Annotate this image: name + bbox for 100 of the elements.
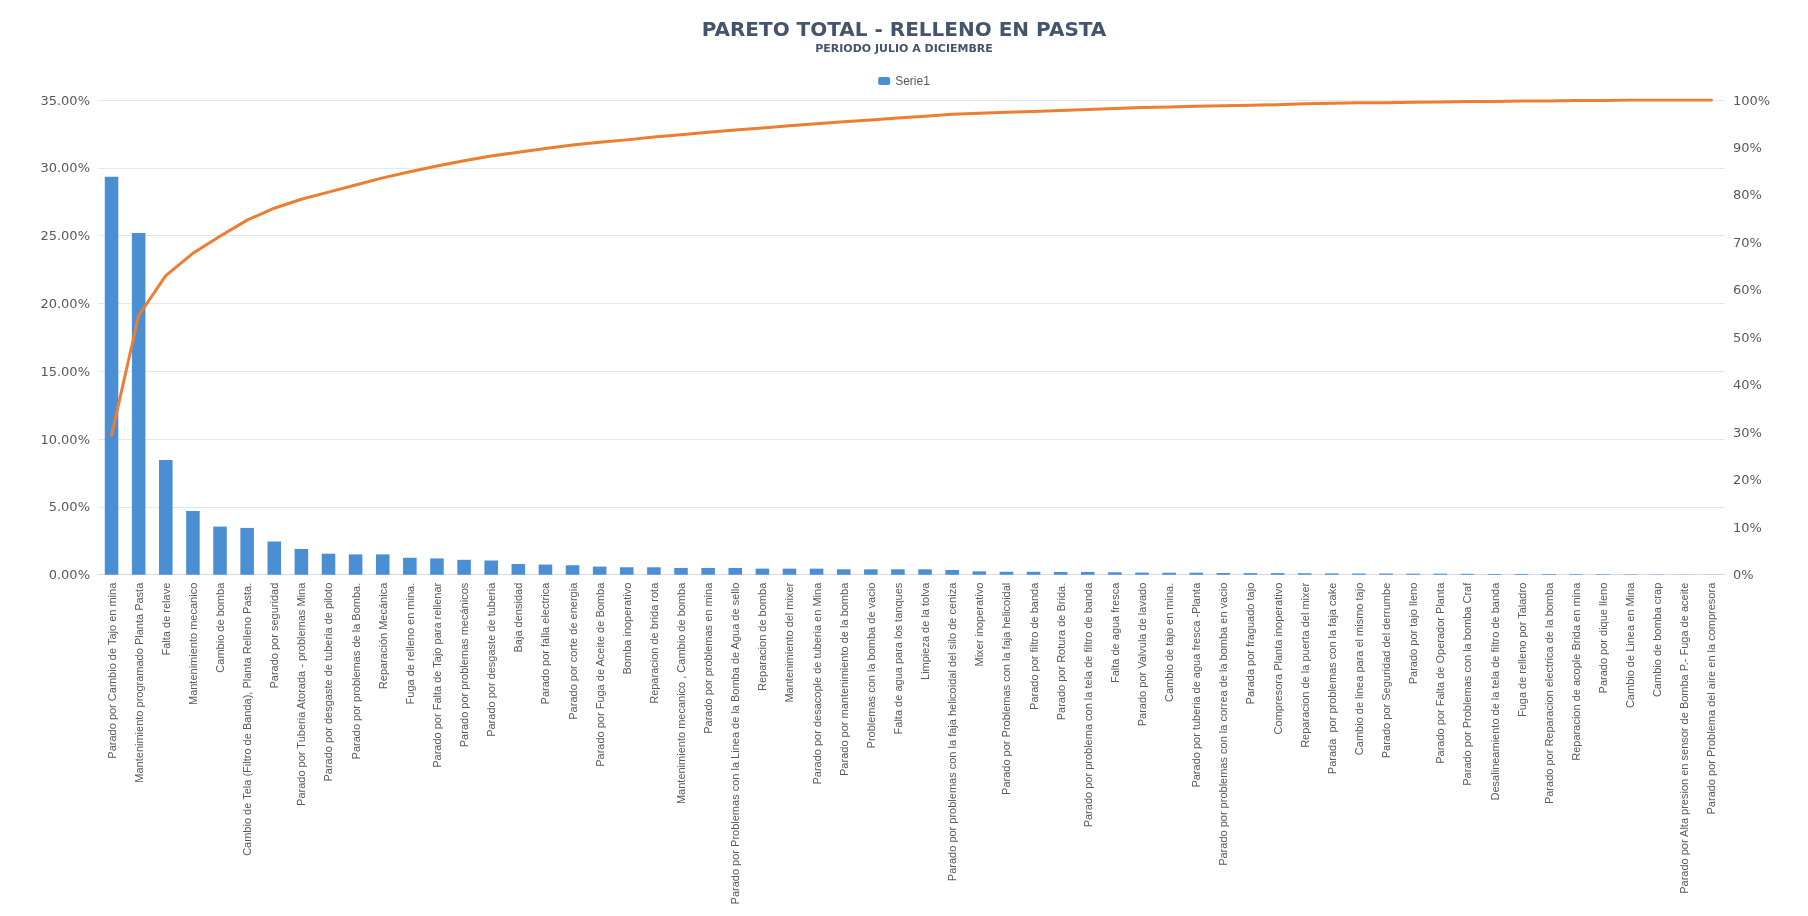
- x-tick-label: Parado por corte de energia: [566, 581, 579, 720]
- x-tick-label: Parado por tajo lleno: [1407, 582, 1420, 685]
- x-tick-label: Parado por Falta de Operador Planta: [1434, 581, 1447, 764]
- x-tick-label: Mixer inoperativo: [973, 582, 986, 667]
- bar: [375, 554, 390, 575]
- x-tick-label: Cambio de bomba crap: [1651, 582, 1664, 698]
- bar: [1189, 572, 1203, 575]
- y-tick-label: 30.00%: [40, 160, 90, 176]
- x-tick-label: Parado por desgaste de tuberia de piloto: [322, 582, 335, 782]
- bar: [240, 527, 254, 575]
- legend-label: Serie1: [895, 74, 931, 88]
- x-tick-label: Mantenimiento del mixer: [783, 582, 796, 703]
- x-tick-label: Desalineamiento de la tela de filtro de banda: [1488, 581, 1501, 801]
- bar: [457, 559, 471, 575]
- x-tick-label: Parado por desacople de tuberia en Mina: [810, 581, 823, 785]
- x-tick-label: Reparacion de brida rota: [647, 581, 660, 704]
- bar: [864, 569, 878, 575]
- x-tick-label: Parado por Cambio de Tajo en mina: [105, 581, 118, 759]
- x-tick-label: Falta de agua para los tanques: [891, 582, 904, 735]
- y-tick-label: 0.00%: [48, 567, 90, 583]
- y-tick-label: 10.00%: [40, 431, 90, 447]
- bar: [430, 558, 444, 575]
- x-tick-label: Parado por Falta de Tajo para rellenar: [430, 582, 443, 768]
- bar: [701, 567, 715, 575]
- bar: [1108, 572, 1122, 575]
- y-tick-label: 35.00%: [40, 92, 90, 108]
- x-tick-label: Parado por falla electrica: [539, 581, 552, 705]
- bar: [294, 548, 309, 575]
- bar: [592, 566, 607, 575]
- x-tick-label: Reparacion de bomba: [756, 581, 769, 691]
- x-tick-label: Parado por problemas de la Bomba.: [349, 582, 362, 760]
- bar: [999, 571, 1014, 575]
- x-tick-label: Compresora Planta inoperativo: [1271, 582, 1284, 735]
- y2-tick-label: 20%: [1733, 472, 1762, 488]
- bar: [1080, 572, 1095, 575]
- bar: [131, 232, 146, 575]
- y2-tick-label: 10%: [1733, 519, 1762, 535]
- x-tick-label: Parado por Fuga de Aceite de Bomba: [593, 581, 606, 767]
- x-tick-label: Parado por Seguridad del derrumbe: [1380, 582, 1393, 759]
- bar: [972, 571, 987, 575]
- bar: [728, 567, 743, 575]
- bar: [186, 510, 200, 575]
- x-tick-label: Parado por problemas con la correa de la bomba en vacio: [1217, 582, 1230, 866]
- y-tick-label: 25.00%: [40, 228, 90, 244]
- x-tick-label: Parada por problemas con la faja cake: [1325, 582, 1338, 775]
- bar: [1135, 572, 1149, 575]
- x-tick-label: Parado por Rotura de Brida.: [1054, 582, 1067, 721]
- x-tick-label: Parado por Alta presion en sensor de Bomba P.- Fuga de aceite: [1678, 582, 1691, 894]
- x-tick-label: Problemas con la bomba de vacio: [864, 582, 877, 749]
- x-tick-label: Parado por Problema del aire en la compresora: [1705, 581, 1718, 815]
- x-tick-label: Mantenimiento mecanico: [186, 582, 199, 706]
- bar: [267, 541, 282, 575]
- x-tick-label: Falta de agua fresca: [1108, 581, 1121, 684]
- x-tick-label: Parado por Problemas con la bomba Craf: [1461, 581, 1474, 786]
- y2-tick-label: 0%: [1733, 567, 1754, 583]
- x-tick-label: Baja densidad: [512, 582, 525, 653]
- bar: [403, 557, 417, 575]
- y2-tick-label: 80%: [1733, 187, 1762, 203]
- x-tick-label: Cambio de tajo en mina.: [1163, 582, 1176, 702]
- x-tick-label: Parada por fraguado tajo: [1244, 582, 1257, 705]
- x-tick-label: Parado por desgaste de tuberia: [485, 581, 498, 737]
- bar: [159, 460, 173, 575]
- y2-tick-label: 50%: [1733, 329, 1762, 345]
- bar: [755, 568, 770, 575]
- x-tick-label: Reparacion de acople Brida en mina: [1569, 581, 1582, 761]
- x-tick-label: Parado por Tuberia Atorada - problemas Mina: [295, 581, 308, 806]
- x-tick-label: Parado por tuberia de agua fresca -Planta: [1190, 581, 1203, 788]
- bar: [945, 569, 959, 575]
- y-tick-label: 20.00%: [40, 295, 90, 311]
- line-series: [110, 98, 1713, 437]
- bar: [484, 560, 498, 575]
- x-tick-label: Mantenimiento mecanico , Cambio de bomba: [675, 581, 688, 805]
- x-tick-label: Fuga de relleno por Taladro: [1515, 582, 1528, 718]
- y-tick-label: 15.00%: [40, 363, 90, 379]
- y-tick-label: 5.00%: [48, 499, 90, 515]
- bar: [809, 568, 824, 575]
- bar: [538, 564, 553, 575]
- x-tick-label: Parado por Valvula de lavado: [1135, 582, 1148, 727]
- y2-tick-label: 30%: [1733, 424, 1762, 440]
- chart-subtitle: PERIODO JULIO A DICIEMBRE: [815, 42, 993, 55]
- chart-title: PARETO TOTAL - RELLENO EN PASTA: [701, 17, 1107, 41]
- bar: [321, 553, 336, 575]
- x-tick-label: Cambio de bomba: [214, 581, 227, 673]
- bar: [782, 568, 797, 575]
- bar: [836, 569, 851, 575]
- x-tick-label: Parado por problemas mecánicos: [458, 582, 471, 748]
- bar: [1026, 571, 1041, 575]
- y2-tick-label: 90%: [1733, 139, 1762, 155]
- bar: [674, 567, 688, 575]
- bar: [1162, 572, 1176, 575]
- bar: [647, 567, 661, 575]
- x-tick-label: Falta de relave: [159, 582, 172, 656]
- x-tick-label: Parado por filtro de banda: [1027, 581, 1040, 710]
- bar: [918, 569, 932, 575]
- x-tick-label: Parado por Problemas con la faja helicoidal: [1000, 582, 1013, 795]
- x-tick-label: Bomba inoperativo: [620, 582, 633, 675]
- x-tick-label: Parado por Problemas con la Linea de la Bomba de Agua de sello: [729, 582, 742, 905]
- bar: [891, 569, 905, 575]
- bar: [213, 526, 227, 575]
- x-tick-label: Cambio de Linea en Mina: [1624, 581, 1637, 709]
